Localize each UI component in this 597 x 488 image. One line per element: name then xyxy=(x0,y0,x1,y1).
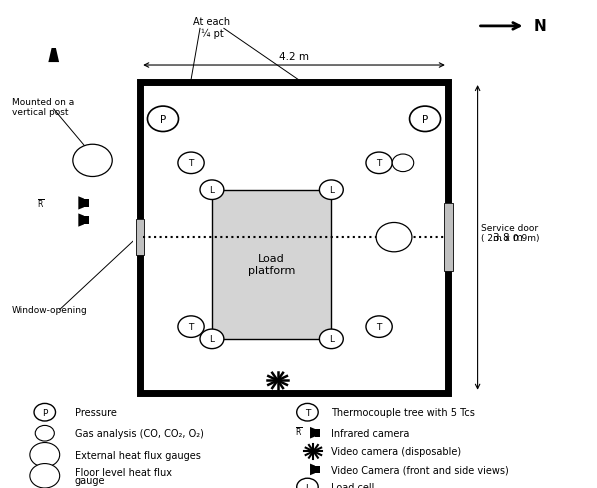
Circle shape xyxy=(366,316,392,338)
Bar xyxy=(212,190,331,339)
Circle shape xyxy=(319,329,343,349)
Text: GA: GA xyxy=(40,431,50,436)
Polygon shape xyxy=(78,197,84,210)
Text: External heat flux gauges: External heat flux gauges xyxy=(75,450,201,460)
Bar xyxy=(84,216,90,225)
Bar xyxy=(439,203,456,272)
Text: H: H xyxy=(90,163,95,168)
Text: HF: HF xyxy=(41,478,48,483)
Circle shape xyxy=(147,107,179,132)
Text: ExTC: ExTC xyxy=(38,447,51,452)
Polygon shape xyxy=(78,214,84,227)
Polygon shape xyxy=(310,464,315,475)
Text: L: L xyxy=(329,186,334,195)
Text: Pressure: Pressure xyxy=(75,407,116,417)
Text: L: L xyxy=(305,483,310,488)
Text: H F: H F xyxy=(389,240,399,245)
Text: Infrared camera: Infrared camera xyxy=(331,428,410,438)
Text: Load
platform: Load platform xyxy=(248,254,296,276)
Circle shape xyxy=(319,181,343,200)
Text: $\mathregular{\overline{R}}$: $\mathregular{\overline{R}}$ xyxy=(37,198,44,210)
Polygon shape xyxy=(48,49,59,63)
Text: Video camera (disposable): Video camera (disposable) xyxy=(331,447,461,456)
Circle shape xyxy=(30,464,60,488)
Bar xyxy=(140,83,448,393)
Circle shape xyxy=(30,443,60,467)
Text: Thermocouple tree with 5 Tcs: Thermocouple tree with 5 Tcs xyxy=(331,407,475,417)
Text: At each
¼ pt: At each ¼ pt xyxy=(193,17,230,39)
Text: L: L xyxy=(210,335,214,344)
Circle shape xyxy=(297,478,318,488)
Text: $\mathregular{\overline{R}}$: $\mathregular{\overline{R}}$ xyxy=(295,426,302,437)
Text: Gas analysis (CO, CO₂, O₂): Gas analysis (CO, CO₂, O₂) xyxy=(75,428,204,438)
Circle shape xyxy=(200,181,224,200)
Circle shape xyxy=(297,404,318,421)
Circle shape xyxy=(73,145,112,177)
Circle shape xyxy=(376,223,412,252)
Text: P: P xyxy=(422,115,428,124)
Text: P: P xyxy=(160,115,166,124)
Circle shape xyxy=(178,153,204,174)
Bar xyxy=(133,220,150,256)
Text: T: T xyxy=(376,159,382,168)
Bar xyxy=(84,199,90,208)
Text: ExTC: ExTC xyxy=(85,154,100,159)
Text: Floor level heat flux: Floor level heat flux xyxy=(75,467,171,477)
Circle shape xyxy=(178,316,204,338)
Bar xyxy=(444,203,453,272)
Circle shape xyxy=(35,426,54,441)
Text: xTC: xTC xyxy=(40,468,50,473)
Text: H: H xyxy=(43,457,47,462)
Text: T: T xyxy=(304,408,310,417)
Text: Window-opening: Window-opening xyxy=(12,305,88,314)
Text: gauge: gauge xyxy=(75,475,105,485)
Circle shape xyxy=(366,153,392,174)
Text: T: T xyxy=(188,323,194,331)
Text: GA: GA xyxy=(398,161,408,166)
Text: L: L xyxy=(329,335,334,344)
Text: Service door
( 2m x 0.9m): Service door ( 2m x 0.9m) xyxy=(481,224,539,243)
Text: 3.8 m: 3.8 m xyxy=(493,233,522,243)
Circle shape xyxy=(200,329,224,349)
Text: Video Camera (front and side views): Video Camera (front and side views) xyxy=(331,465,509,474)
Bar xyxy=(136,220,144,256)
Text: P: P xyxy=(42,408,48,417)
Circle shape xyxy=(392,155,414,172)
Text: T: T xyxy=(376,323,382,331)
Polygon shape xyxy=(310,427,315,439)
Text: Mounted on a
vertical post: Mounted on a vertical post xyxy=(12,98,74,117)
Text: 4.2 m: 4.2 m xyxy=(279,52,309,62)
Text: L: L xyxy=(210,186,214,195)
Text: xTC: xTC xyxy=(389,229,399,234)
Text: N: N xyxy=(534,20,547,34)
Circle shape xyxy=(410,107,441,132)
Circle shape xyxy=(34,404,56,421)
Bar xyxy=(315,466,319,473)
Text: T: T xyxy=(188,159,194,168)
Text: Load cell: Load cell xyxy=(331,482,375,488)
Bar xyxy=(315,429,319,437)
